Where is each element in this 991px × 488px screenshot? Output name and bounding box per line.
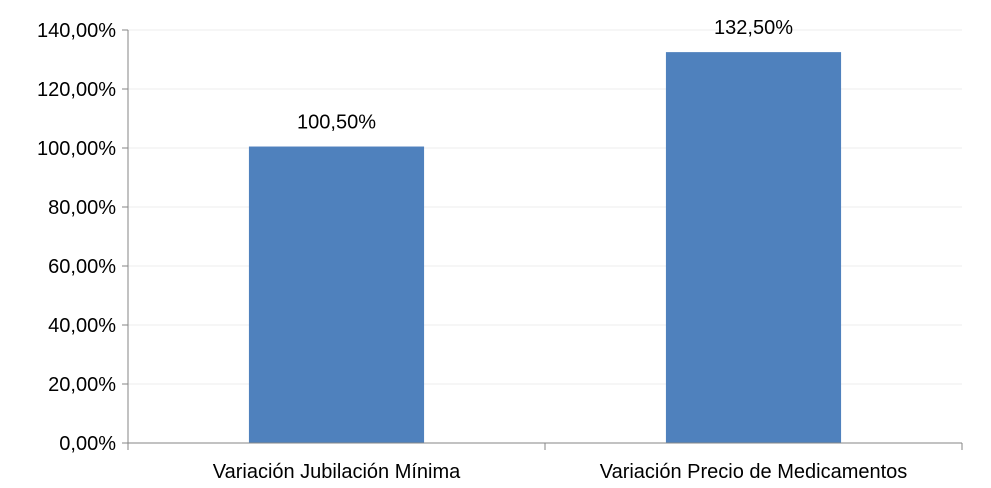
y-tick-label: 60,00%: [48, 256, 116, 278]
y-tick-label: 40,00%: [48, 315, 116, 337]
bar-1: [248, 146, 425, 443]
labels: 0,00% 20,00% 40,00% 60,00% 80,00% 100,00% 120,…: [37, 17, 907, 483]
x-category-label: Variación Precio de Medicamentos: [600, 461, 908, 483]
y-tick-label: 20,00%: [48, 374, 116, 396]
y-tick-label: 140,00%: [37, 20, 116, 42]
y-tick-label: 120,00%: [37, 79, 116, 101]
y-tick-label: 100,00%: [37, 138, 116, 160]
data-label: 100,50%: [297, 112, 376, 134]
y-tick-label: 80,00%: [48, 197, 116, 219]
x-category-label: Variación Jubilación Mínima: [213, 461, 461, 483]
axes: [122, 29, 963, 450]
y-tick-label: 0,00%: [59, 433, 116, 455]
bar-2: [665, 52, 842, 443]
bars: [248, 52, 842, 443]
data-label: 132,50%: [714, 17, 793, 39]
